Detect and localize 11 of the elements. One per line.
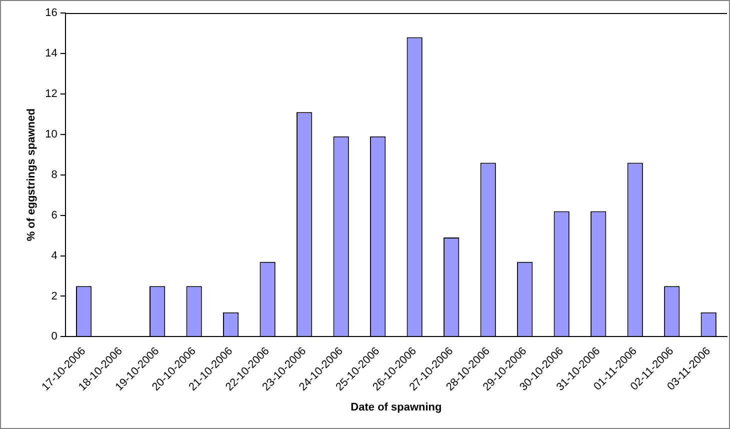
y-tick-label: 4 bbox=[51, 250, 58, 262]
y-tick-label: 2 bbox=[51, 290, 58, 302]
x-axis-title: Date of spawning bbox=[350, 401, 442, 414]
y-tick-label: 6 bbox=[51, 209, 58, 222]
y-tick-label: 8 bbox=[51, 168, 58, 181]
y-tick-label: 12 bbox=[45, 88, 58, 100]
y-tick-label: 10 bbox=[45, 128, 58, 140]
y-tick-label: 0 bbox=[51, 330, 58, 343]
y-axis-title: % of eggstrings spawned bbox=[26, 108, 38, 242]
y-tick-label: 16 bbox=[45, 7, 58, 20]
y-tick-label: 14 bbox=[45, 47, 58, 60]
